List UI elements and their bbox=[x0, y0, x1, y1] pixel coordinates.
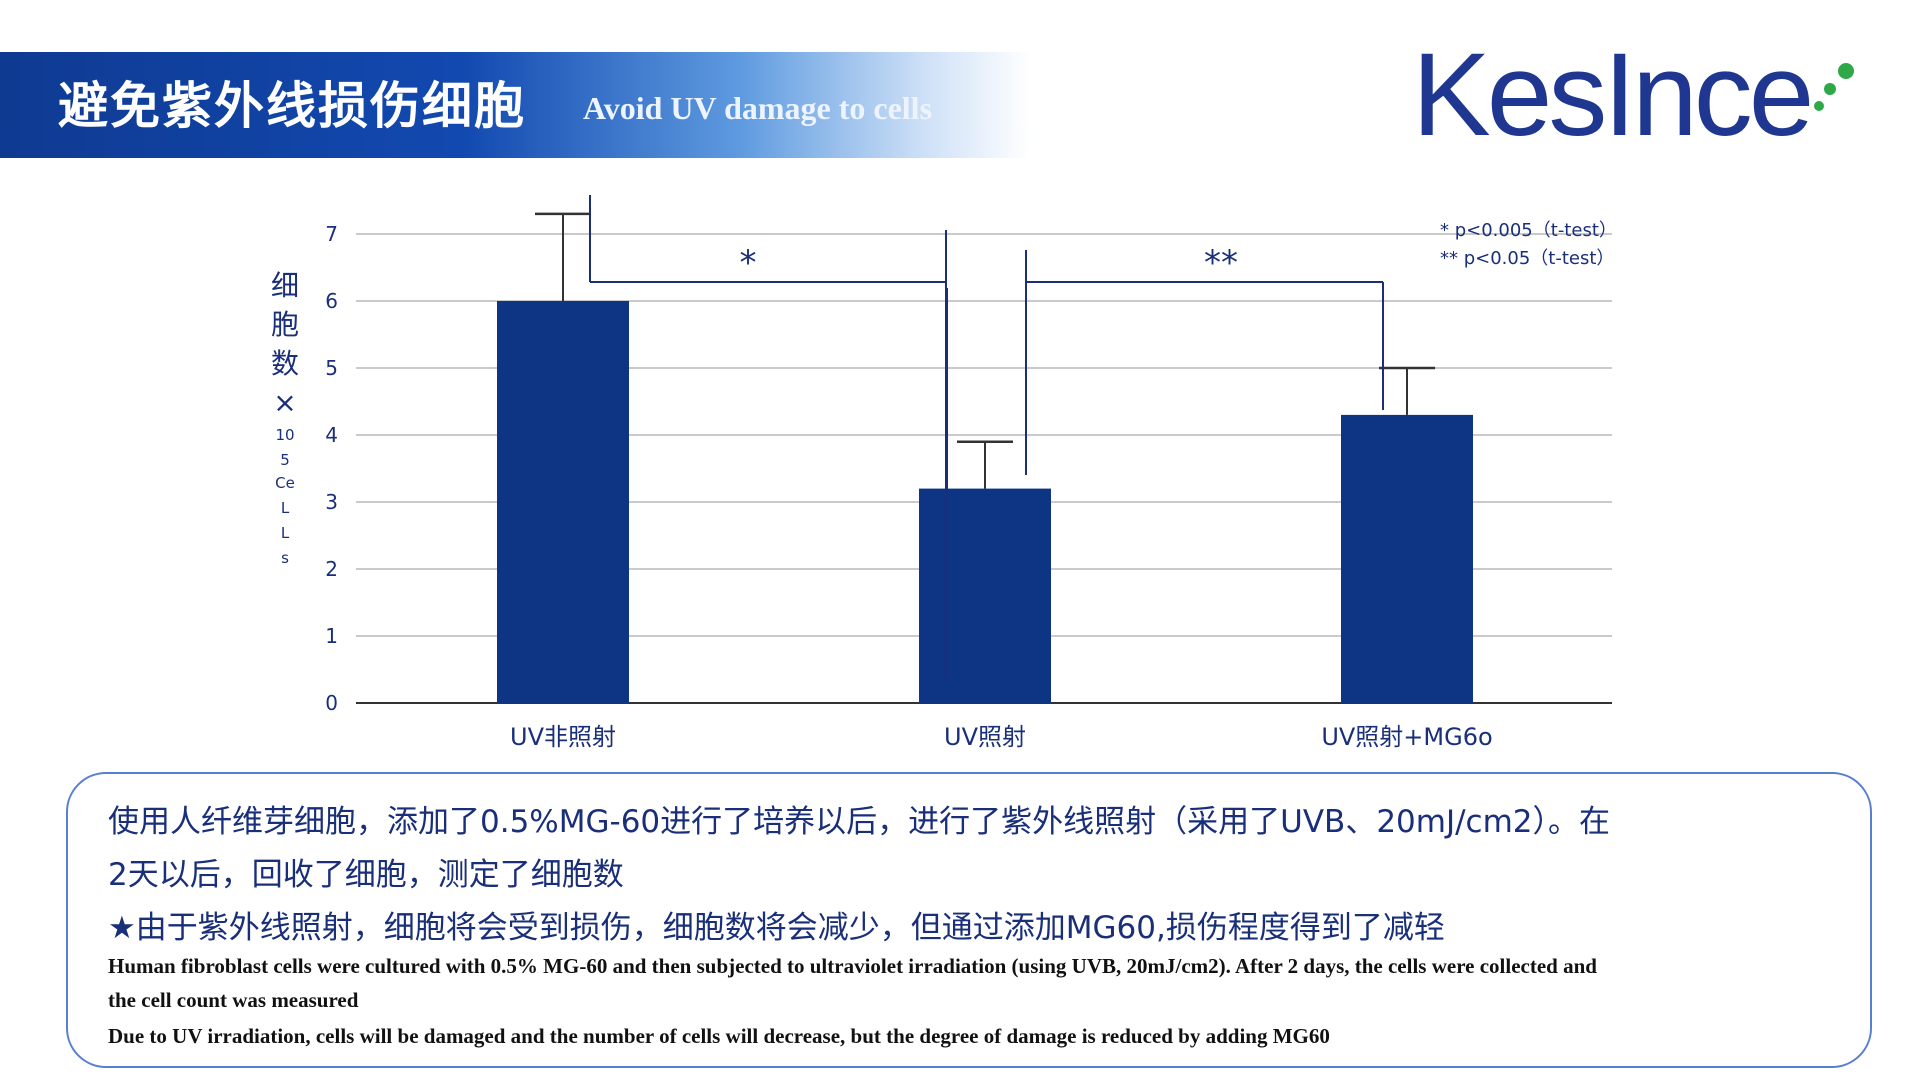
description-cn-line-1: 使用人纤维芽细胞，添加了0.5%MG-60进行了培养以后，进行了紫外线照射（采用… bbox=[108, 804, 1611, 840]
y-tick-label: 7 bbox=[325, 222, 338, 246]
legend-note: ** p<0.05（t-test） bbox=[1440, 248, 1614, 269]
x-category-label: UV照射 bbox=[944, 723, 1026, 751]
y-tick-label: 2 bbox=[325, 557, 338, 581]
bars bbox=[497, 301, 1473, 703]
y-tick-label: 3 bbox=[325, 490, 338, 514]
logo-dots-icon bbox=[1814, 55, 1856, 135]
y-axis-label-part: s bbox=[281, 549, 289, 567]
y-tick-label: 5 bbox=[325, 356, 338, 380]
significance-brackets bbox=[589, 195, 1384, 680]
description-box: 使用人纤维芽细胞，添加了0.5%MG-60进行了培养以后，进行了紫外线照射（采用… bbox=[66, 772, 1872, 1068]
y-axis-label-part: Ce bbox=[275, 474, 295, 492]
legend-note: * p<0.005（t-test） bbox=[1440, 220, 1617, 241]
description-en-line-1: Human fibroblast cells were cultured wit… bbox=[108, 954, 1597, 978]
y-axis-label-part: L bbox=[281, 499, 290, 517]
significance-label: ** bbox=[1204, 243, 1238, 283]
y-axis-label-part: 细 bbox=[271, 269, 299, 302]
y-axis-label-part: 胞 bbox=[271, 308, 299, 341]
brand-logo: KesInce bbox=[1412, 30, 1856, 160]
y-axis-label-part: L bbox=[281, 524, 290, 542]
significance-label: * bbox=[740, 243, 757, 283]
error-bars bbox=[535, 212, 1435, 489]
bar-1 bbox=[497, 301, 629, 703]
description-en-line-2: the cell count was measured bbox=[108, 988, 359, 1012]
y-axis-label-part: 5 bbox=[280, 451, 290, 469]
bar-3 bbox=[1341, 414, 1473, 703]
description-cn-line-2: 2天以后，回收了细胞，测定了细胞数 bbox=[108, 857, 624, 893]
y-tick-label: 1 bbox=[325, 624, 338, 648]
y-axis-label-part: 数 bbox=[271, 347, 299, 380]
page-title-en: Avoid UV damage to cells bbox=[583, 90, 933, 126]
x-category-label: UV非照射 bbox=[510, 723, 616, 751]
y-tick-label: 6 bbox=[325, 289, 338, 313]
header-band bbox=[0, 52, 1030, 158]
logo-text: KesInce bbox=[1412, 29, 1814, 161]
y-axis-label-part: 10 bbox=[275, 426, 294, 444]
x-category-label: UV照射+MG6o bbox=[1321, 723, 1492, 751]
description-en-line-3: Due to UV irradiation, cells will be dam… bbox=[108, 1024, 1330, 1048]
y-tick-label: 0 bbox=[325, 691, 338, 715]
page-title-cn: 避免紫外线损伤细胞 bbox=[58, 77, 526, 135]
y-tick-label: 4 bbox=[325, 423, 338, 447]
bar-2 bbox=[919, 488, 1051, 703]
description-cn-line-3: ★由于紫外线照射，细胞将会受到损伤，细胞数将会减少，但通过添加MG60,损伤程度… bbox=[108, 910, 1445, 946]
y-axis-label-part: × bbox=[273, 386, 296, 419]
